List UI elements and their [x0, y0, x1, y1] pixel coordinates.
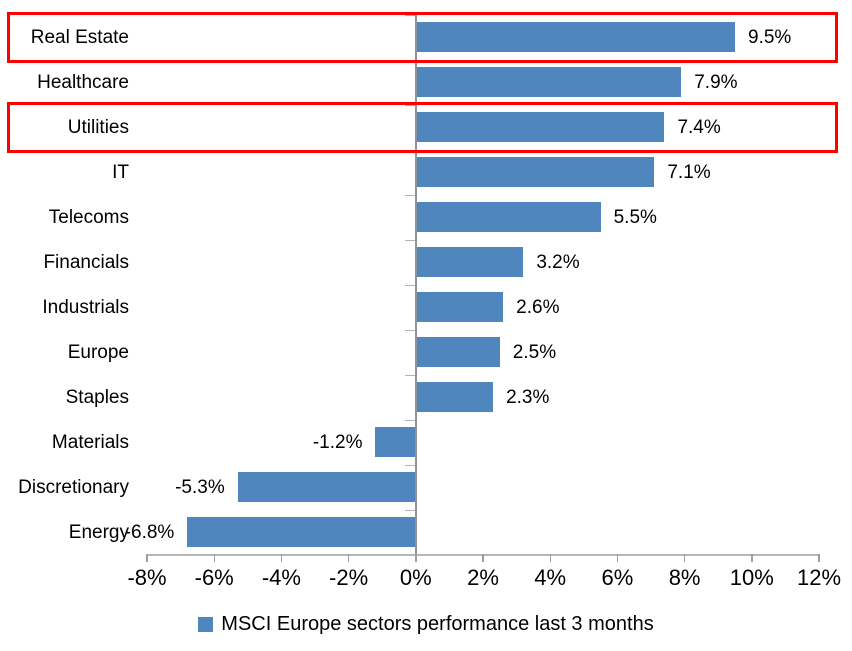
bar: [415, 157, 655, 188]
bar: [415, 67, 682, 98]
x-axis-tick: [616, 554, 619, 562]
x-axis-tick-label: -4%: [261, 565, 301, 590]
x-axis-tick-label: 6%: [601, 565, 634, 590]
x-axis-tick-label: 8%: [668, 565, 701, 590]
y-axis-tick: [405, 509, 416, 511]
category-label-energy: Energy: [68, 521, 129, 543]
highlight-box: [7, 101, 838, 153]
value-label: 3.2%: [536, 251, 580, 273]
bar: [415, 337, 500, 368]
bar: [415, 247, 524, 278]
y-axis-tick: [405, 329, 416, 331]
value-label: 2.5%: [512, 341, 557, 363]
y-axis-tick: [405, 284, 416, 286]
category-label-utilities: Utilities: [67, 116, 129, 138]
y-axis-tick: [405, 104, 416, 106]
x-axis-tick-label: 12%: [796, 565, 842, 590]
y-axis-line: [415, 14, 417, 555]
value-label: 2.6%: [516, 296, 560, 318]
value-label: 7.4%: [677, 116, 721, 138]
bar: [187, 517, 416, 548]
x-axis-tick-label: -8%: [127, 565, 167, 590]
value-label: 7.1%: [667, 161, 711, 183]
y-axis-tick: [405, 374, 416, 376]
x-axis-tick: [280, 554, 283, 562]
bar: [415, 202, 601, 233]
x-axis-tick: [348, 554, 350, 562]
category-label-real-estate: Real Estate: [30, 26, 129, 48]
bar: [237, 472, 416, 503]
bar: [415, 382, 494, 413]
value-label: 7.9%: [694, 71, 738, 93]
x-axis-tick: [818, 554, 820, 562]
x-axis-tick: [684, 554, 686, 562]
value-label: -6.8%: [124, 521, 175, 543]
legend: MSCI Europe sectors performance last 3 m…: [0, 608, 852, 640]
x-axis-tick-label: 0%: [399, 565, 432, 590]
y-axis-tick: [405, 194, 416, 196]
x-axis-tick: [146, 554, 148, 562]
x-axis-tick-label: -2%: [329, 565, 369, 590]
bar: [415, 292, 504, 323]
x-axis-tick-label: 4%: [534, 565, 567, 590]
highlight-box: [7, 11, 838, 63]
category-label-staples: Staples: [65, 386, 129, 408]
y-axis-tick: [405, 419, 416, 421]
y-axis-tick: [405, 14, 416, 16]
category-label-it: IT: [112, 161, 129, 183]
category-label-discretionary: Discretionary: [18, 476, 129, 498]
value-label: -1.2%: [312, 431, 363, 453]
value-label: -5.3%: [175, 476, 225, 498]
x-axis-tick: [482, 554, 484, 562]
value-label: 5.5%: [613, 206, 657, 228]
value-label: 2.3%: [506, 386, 550, 408]
y-axis-tick: [405, 555, 416, 556]
category-label-telecoms: Telecoms: [48, 206, 129, 228]
bar: [375, 427, 416, 458]
legend-swatch: [198, 616, 214, 632]
x-axis-tick: [415, 554, 417, 562]
x-axis-tick: [549, 554, 551, 562]
category-label-healthcare: Healthcare: [37, 71, 129, 93]
value-label: 9.5%: [748, 26, 792, 48]
category-label-materials: Materials: [51, 431, 129, 453]
category-label-financials: Financials: [43, 251, 129, 273]
category-label-industrials: Industrials: [42, 296, 129, 318]
y-axis-tick: [405, 239, 416, 241]
x-axis-tick-label: 2%: [467, 565, 499, 590]
bar: [415, 22, 735, 53]
x-axis-tick-label: -6%: [194, 565, 234, 590]
x-axis-tick-label: 10%: [729, 565, 774, 590]
y-axis-tick: [405, 464, 416, 466]
x-axis-tick: [213, 554, 215, 562]
bar: [415, 112, 665, 143]
legend-label: MSCI Europe sectors performance last 3 m…: [221, 612, 654, 635]
category-label-europe: Europe: [67, 341, 129, 363]
x-axis-tick: [751, 554, 753, 562]
